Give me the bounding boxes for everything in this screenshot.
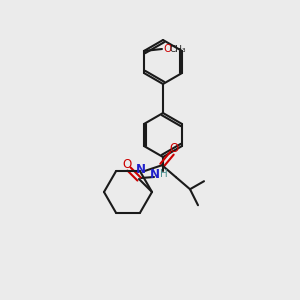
Text: O: O [169,142,178,155]
Text: O: O [163,44,171,54]
Text: O: O [122,158,132,170]
Text: N: N [136,163,146,176]
Text: CH₃: CH₃ [170,44,187,53]
Text: H: H [160,169,168,179]
Text: N: N [150,169,160,182]
